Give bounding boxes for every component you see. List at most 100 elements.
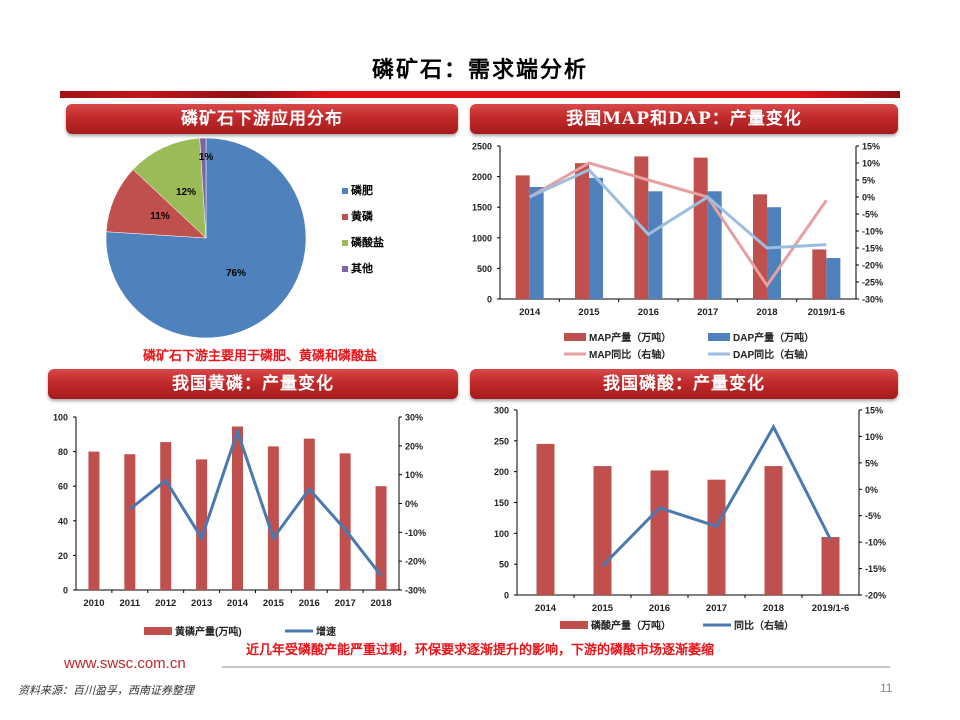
x-tick: 2014 <box>227 598 249 609</box>
bar <box>375 486 387 590</box>
bar <box>812 249 827 299</box>
y2-tick: 0% <box>865 485 878 495</box>
bar <box>693 157 708 299</box>
y-tick: 0 <box>504 591 509 601</box>
y-tick: 300 <box>494 406 509 416</box>
bar <box>536 443 555 595</box>
y2-tick: 0% <box>405 499 418 509</box>
legend-swatch <box>342 240 348 246</box>
bar <box>648 191 663 299</box>
y2-tick: -20% <box>865 591 886 601</box>
x-tick: 2015 <box>263 598 285 609</box>
y2-tick: -20% <box>405 557 426 567</box>
y2-tick: -5% <box>865 511 881 521</box>
banner-acid: 我国磷酸：产量变化 <box>470 369 898 399</box>
y-tick: 40 <box>58 516 68 526</box>
y2-tick: 10% <box>405 470 423 480</box>
x-tick: 2016 <box>649 603 670 614</box>
x-tick: 2017 <box>335 598 356 609</box>
x-tick: 2014 <box>535 603 557 614</box>
x-tick: 2013 <box>191 598 212 609</box>
bar <box>593 466 612 595</box>
y-tick: 250 <box>494 436 509 446</box>
bottom-caption: 近几年受磷酸产能严重过剩，环保要求逐渐提升的影响，下游的磷酸市场逐渐萎缩 <box>245 643 714 658</box>
y2-tick: -10% <box>865 538 886 548</box>
y2-tick: 5% <box>862 176 875 186</box>
y-tick: 1000 <box>472 233 492 243</box>
footer-site-link[interactable]: www.swsc.com.cn <box>64 655 186 672</box>
x-tick: 2016 <box>299 598 320 609</box>
y-tick: 2500 <box>472 142 492 152</box>
y-tick: 60 <box>58 482 68 492</box>
legend-item: 黄磷产量(万吨) <box>175 625 242 638</box>
bar <box>515 175 530 299</box>
pie-label: 76% <box>226 268 246 279</box>
x-tick: 2016 <box>638 307 659 318</box>
y2-tick: 20% <box>405 441 423 451</box>
x-tick: 2017 <box>697 307 718 318</box>
footer-source: 资料来源：百川盈孚，西南证券整理 <box>18 684 194 697</box>
pie-slice-2 <box>132 137 207 239</box>
x-tick: 2018 <box>370 598 391 609</box>
y-tick: 1500 <box>472 203 492 213</box>
legend-swatch <box>342 188 348 194</box>
x-tick: 2019/1-6 <box>812 603 850 614</box>
banner-mapdap: 我国MAP和DAP：产量变化 <box>470 104 898 134</box>
y2-tick: -30% <box>405 586 426 596</box>
bar <box>767 207 781 299</box>
bar <box>707 191 722 299</box>
acid-chart: 0 50 100 150 200 250 300 -20% -15% -10% -5% 0% 5% 10%… <box>494 406 886 633</box>
y-tick: 100 <box>494 529 509 539</box>
bar <box>339 453 351 590</box>
legend-item: 磷肥 <box>351 183 373 197</box>
y-tick: 50 <box>499 560 509 570</box>
bar <box>88 451 100 590</box>
x-tick: 2017 <box>706 603 727 614</box>
x-tick: 2018 <box>763 603 784 614</box>
y2-tick: -30% <box>862 295 883 305</box>
pie-slice-3 <box>199 137 207 239</box>
x-tick: 2010 <box>83 598 104 609</box>
bar <box>753 194 767 299</box>
series-line <box>128 426 383 577</box>
legend-item: MAP产量（万吨） <box>589 331 671 344</box>
legend-item: DAP产量（万吨） <box>733 331 814 344</box>
pie-caption: 磷矿石下游主要用于磷肥、黄磷和磷酸盐 <box>142 349 377 364</box>
y2-tick: -20% <box>862 261 883 271</box>
y2-tick: -15% <box>862 244 883 254</box>
bar <box>821 537 840 595</box>
page-number: 11 <box>880 681 893 695</box>
bar <box>650 470 669 595</box>
legend-item: 同比（右轴） <box>734 619 794 632</box>
y-tick: 100 <box>53 413 68 423</box>
bar <box>303 438 315 590</box>
x-tick: 2019/1-6 <box>808 307 846 318</box>
bar <box>196 459 208 590</box>
yellowp-chart: 0 20 40 60 80 100 -30% -20% -10% 0% 10% 20% 30% 2010 2… <box>53 413 426 639</box>
legend-item: 黄磷 <box>351 209 374 223</box>
y-tick: 0 <box>487 295 492 305</box>
footer-divider <box>222 666 890 668</box>
bar <box>826 257 841 299</box>
y2-tick: -10% <box>405 528 426 538</box>
y2-tick: 15% <box>862 142 880 152</box>
y2-tick: -15% <box>865 564 886 574</box>
y-tick: 500 <box>477 264 492 274</box>
y-tick: 0 <box>63 586 68 596</box>
bar <box>707 479 726 595</box>
y-tick: 20 <box>58 551 68 561</box>
series-line <box>601 423 832 567</box>
banner-pie: 磷矿石下游应用分布 <box>66 104 458 134</box>
legend-swatch <box>342 214 348 220</box>
y2-tick: 15% <box>865 406 883 416</box>
bar <box>529 187 544 299</box>
pie-label: 11% <box>150 211 170 222</box>
legend-item: DAP同比（右轴） <box>733 348 814 361</box>
bar <box>232 426 243 590</box>
y-tick: 200 <box>494 467 509 477</box>
y-tick: 2000 <box>472 172 492 182</box>
pie-slice-1 <box>105 169 207 239</box>
pie-label: 12% <box>176 187 196 198</box>
title-divider <box>60 91 900 98</box>
x-tick: 2015 <box>592 603 614 614</box>
